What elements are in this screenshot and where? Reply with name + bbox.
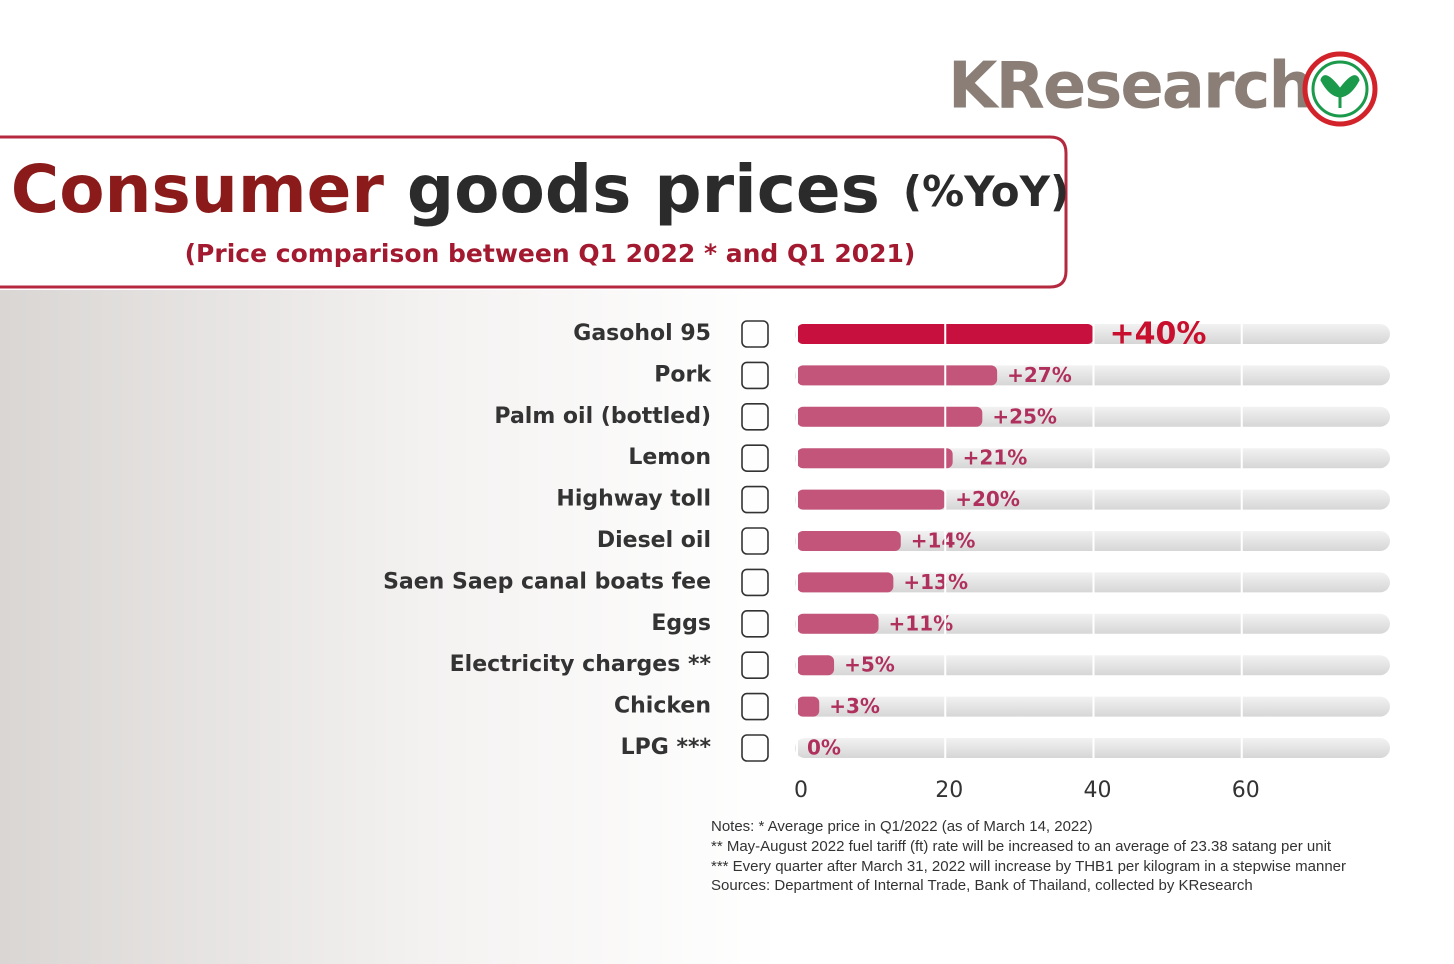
value-label: +5% [844,653,895,677]
brand-emblem [1302,51,1378,127]
chart-subtitle: (Price comparison between Q1 2022 * and … [185,239,916,268]
category-label: Lemon [628,445,711,470]
category-label: Palm oil (bottled) [494,404,711,429]
category-icon [741,609,769,638]
value-label: 0% [807,736,841,760]
category-icon [741,692,769,721]
category-label: Electricity charges ** [450,652,712,677]
bar [797,406,983,427]
category-label: Diesel oil [597,528,711,553]
category-icon [741,568,769,597]
value-label: +20% [955,487,1020,511]
bar [797,696,820,717]
category-icon [741,734,769,762]
note-line: *** Every quarter after March 31, 2022 w… [711,857,1347,875]
category-label: Saen Saep canal boats fee [383,569,711,594]
category-icon [741,320,769,348]
x-tick-label: 20 [935,778,963,803]
value-label: +11% [889,611,954,635]
value-label: +13% [903,570,968,594]
category-icon [741,651,769,680]
category-icon [741,485,769,514]
notes: Notes: * Average price in Q1/2022 (as of… [711,817,1411,896]
category-label: Highway toll [556,487,711,512]
bar [797,572,894,593]
category-label: Gasohol 95 [573,321,711,346]
value-label: +3% [829,694,880,718]
category-icon [741,444,769,473]
category-label: Eggs [651,611,711,636]
bar [797,531,901,551]
background-photo [0,290,780,964]
category-icon [741,402,769,431]
chart-title: Consumer goods prices (%YoY) [11,151,1069,228]
value-label: +40% [1110,317,1207,352]
note-line: Notes: * Average price in Q1/2022 (as of… [711,818,1093,835]
value-label: +14% [911,529,976,553]
category-label: LPG *** [621,735,712,760]
bar [797,613,879,634]
value-label: +27% [1007,363,1072,387]
bar [797,489,946,510]
x-tick-label: 40 [1084,778,1112,803]
note-line: Sources: Department of Internal Trade, B… [711,877,1253,895]
category-icon [741,361,769,390]
bar [797,448,953,469]
category-icon [741,527,769,555]
x-tick-label: 60 [1232,778,1260,803]
note-line: ** May-August 2022 fuel tariff (ft) rate… [711,837,1332,855]
value-label: +25% [992,404,1057,428]
x-tick-label: 0 [794,778,808,803]
bar [797,655,835,676]
brand-logo: KResearch [948,50,1312,124]
category-label: Pork [654,362,712,387]
title-box [0,135,1068,289]
bar [797,365,998,386]
category-label: Chicken [614,694,711,719]
value-label: +21% [963,446,1028,470]
